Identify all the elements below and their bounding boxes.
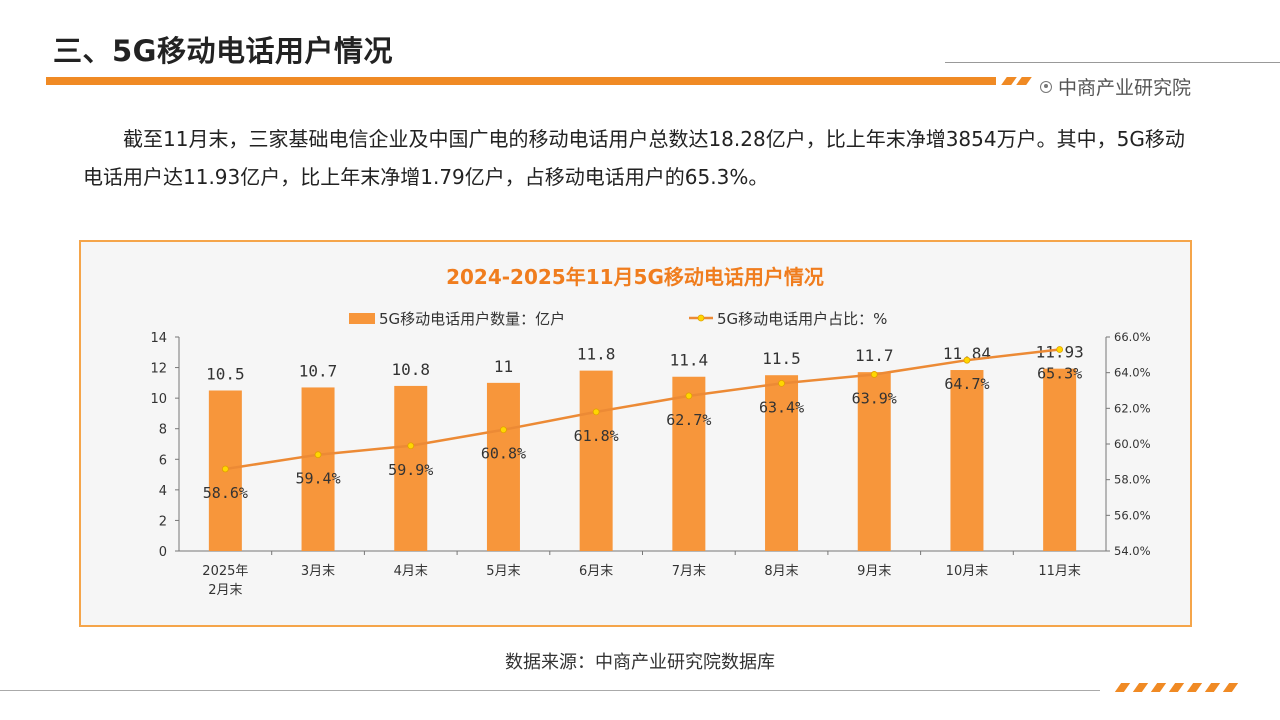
share-value-label: 63.9% xyxy=(852,389,897,407)
legend-line-marker xyxy=(697,314,705,322)
bar-value-label: 10.5 xyxy=(206,365,245,384)
bar xyxy=(394,385,428,551)
footer-stripe xyxy=(1204,683,1221,692)
bar xyxy=(672,376,706,551)
bar-value-label: 11.7 xyxy=(855,346,894,365)
x-tick-label: 2月末 xyxy=(208,583,242,598)
x-tick-label: 3月末 xyxy=(301,564,335,579)
x-tick-label: 2025年 xyxy=(202,564,248,579)
share-value-label: 58.6% xyxy=(203,484,248,502)
x-tick-label: 4月末 xyxy=(394,564,428,579)
footer-stripe xyxy=(1222,683,1239,692)
share-value-label: 59.4% xyxy=(295,470,340,488)
share-value-label: 62.7% xyxy=(666,411,711,429)
y-left-tick-label: 6 xyxy=(159,453,167,468)
share-point xyxy=(500,426,507,434)
legend-bar-label: 5G移动电话用户数量：亿户 xyxy=(379,310,565,328)
share-value-label: 60.8% xyxy=(481,445,526,463)
x-tick-label: 11月末 xyxy=(1038,564,1081,579)
brand-name: 中商产业研究院 xyxy=(1058,77,1192,99)
y-right-tick-label: 66.0% xyxy=(1114,330,1151,344)
brand-logo: 中商产业研究院 xyxy=(1040,73,1191,100)
footer-divider xyxy=(0,690,1100,691)
bar-value-label: 10.7 xyxy=(299,361,338,380)
share-point xyxy=(592,408,600,416)
share-point xyxy=(963,356,971,364)
bar xyxy=(579,370,613,551)
target-icon xyxy=(1040,80,1052,93)
chart-panel: 2024-2025年11月5G移动电话用户情况 5G移动电话用户数量：亿户 5G移动… xyxy=(79,240,1192,627)
share-value-label: 61.8% xyxy=(574,427,619,445)
chart-title: 2024-2025年11月5G移动电话用户情况 xyxy=(446,265,824,289)
share-point xyxy=(685,392,693,400)
title-stripe xyxy=(1016,77,1032,85)
combo-chart: 2024-2025年11月5G移动电话用户情况 5G移动电话用户数量：亿户 5G移动… xyxy=(150,265,1151,598)
summary-paragraph: 截至11月末，三家基础电信企业及中国广电的移动电话用户总数达18.28亿户，比上… xyxy=(83,127,1185,189)
bar xyxy=(765,375,799,551)
legend-bar-swatch xyxy=(349,313,375,324)
y-right-tick-label: 54.0% xyxy=(1114,544,1151,558)
bar-value-label: 11 xyxy=(494,357,513,376)
y-right-tick-label: 58.0% xyxy=(1114,473,1151,487)
title-stripe xyxy=(1001,77,1017,85)
y-left-tick-label: 2 xyxy=(159,514,167,529)
y-left-tick-label: 4 xyxy=(159,484,167,499)
share-value-label: 63.4% xyxy=(759,398,804,416)
share-point xyxy=(870,371,878,378)
footer-stripe xyxy=(1168,683,1185,692)
bar xyxy=(1043,368,1077,551)
bar-value-label: 10.8 xyxy=(391,360,430,379)
y-left-tick-label: 14 xyxy=(150,331,167,346)
title-underline xyxy=(46,77,996,85)
legend-line-label: 5G移动电话用户占比：% xyxy=(717,310,887,328)
y-left-tick-label: 8 xyxy=(159,423,167,438)
y-left-tick-label: 10 xyxy=(150,392,167,407)
x-tick-label: 10月末 xyxy=(946,564,989,579)
share-point xyxy=(1056,346,1064,353)
y-right-tick-label: 64.0% xyxy=(1114,366,1151,380)
bar-value-label: 11.4 xyxy=(670,351,709,370)
y-left-tick-label: 0 xyxy=(159,545,167,560)
header-divider xyxy=(945,62,1280,63)
bar xyxy=(486,382,520,551)
share-line xyxy=(225,348,1060,471)
footer-stripe xyxy=(1150,683,1167,692)
y-right-tick-label: 60.0% xyxy=(1114,437,1151,451)
bar-value-label: 11.8 xyxy=(577,345,616,364)
share-value-label: 65.3% xyxy=(1037,364,1082,382)
share-value-label: 59.9% xyxy=(388,461,433,479)
footer-stripe xyxy=(1186,683,1203,692)
share-point xyxy=(221,465,229,473)
x-tick-label: 9月末 xyxy=(857,564,891,579)
x-tick-label: 5月末 xyxy=(486,564,520,579)
share-point xyxy=(778,379,785,387)
y-right-tick-label: 56.0% xyxy=(1114,508,1151,522)
y-left-tick-label: 12 xyxy=(150,362,167,377)
share-point xyxy=(314,451,322,459)
bar xyxy=(301,387,335,551)
bar-value-label: 11.5 xyxy=(762,349,801,368)
x-tick-label: 8月末 xyxy=(764,564,798,579)
y-right-tick-label: 62.0% xyxy=(1114,401,1151,415)
data-source: 数据来源：中商产业研究院数据库 xyxy=(505,652,775,673)
bar xyxy=(857,372,891,551)
footer-stripe xyxy=(1114,683,1131,692)
bar xyxy=(950,370,984,551)
x-tick-label: 6月末 xyxy=(579,564,613,579)
slide-title: 三、5G移动电话用户情况 xyxy=(53,34,393,68)
x-tick-label: 7月末 xyxy=(672,564,706,579)
footer-stripe xyxy=(1132,683,1149,692)
share-value-label: 64.7% xyxy=(944,375,989,393)
share-point xyxy=(407,442,415,450)
